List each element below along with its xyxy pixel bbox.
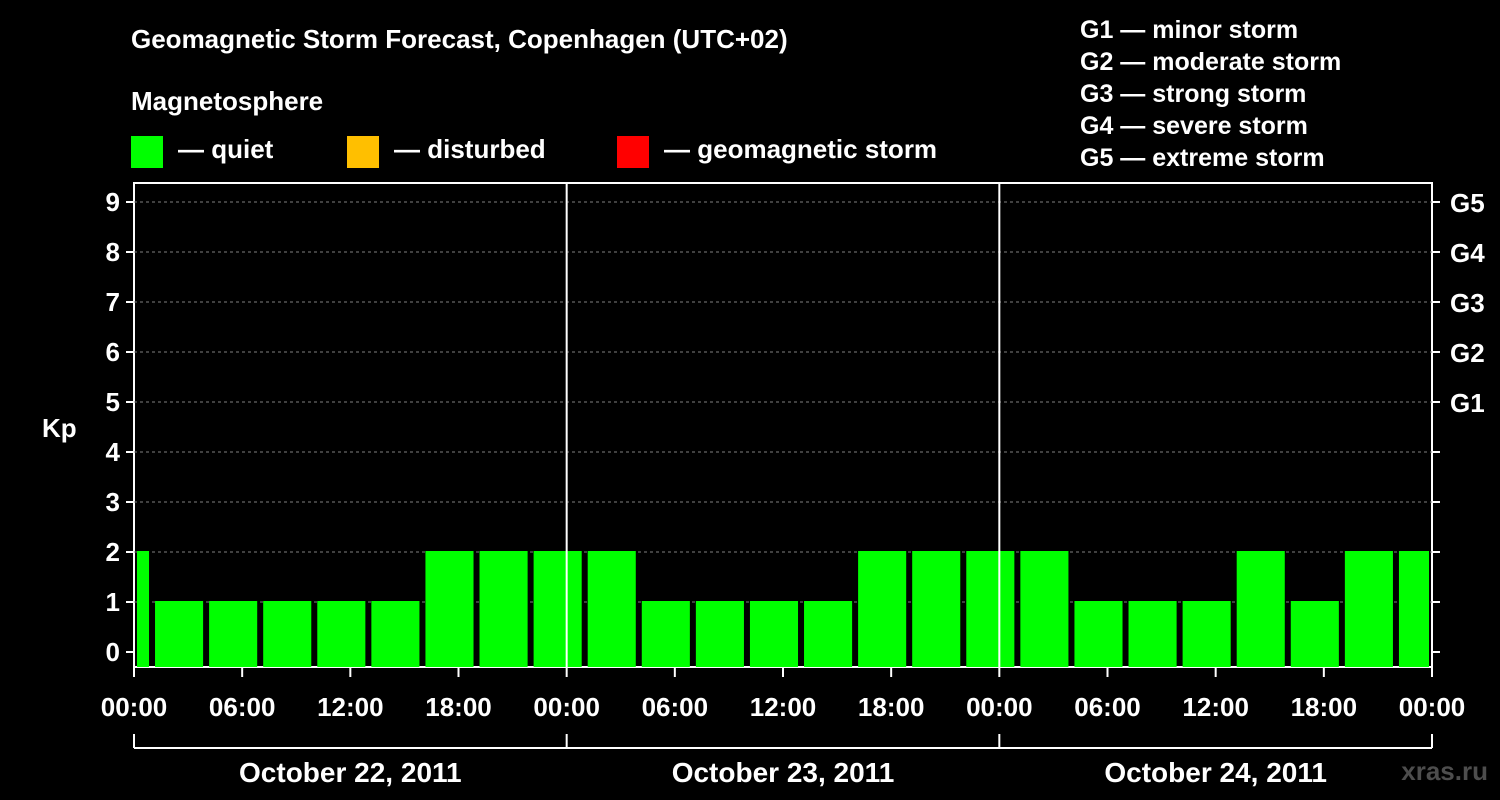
y-tick-label: 8 — [106, 237, 120, 267]
kp-bar — [209, 601, 258, 667]
legend-label-storm: — geomagnetic storm — [664, 134, 938, 164]
right-axis-label: G4 — [1450, 238, 1485, 268]
x-tick-label: 06:00 — [642, 692, 709, 722]
right-axis-label: G5 — [1450, 188, 1485, 218]
kp-bar — [966, 551, 1015, 667]
right-axis-label: G2 — [1450, 338, 1485, 368]
kp-bar — [858, 551, 907, 667]
kp-bar — [479, 551, 528, 667]
y-axis-label: Kp — [42, 413, 77, 443]
x-tick-label: 00:00 — [101, 692, 168, 722]
kp-bar — [804, 601, 853, 667]
kp-bar — [587, 551, 636, 667]
kp-bar — [155, 601, 204, 667]
day-label: October 23, 2011 — [672, 757, 895, 788]
legend-swatch-quiet — [131, 136, 163, 168]
kp-bar — [749, 601, 799, 667]
legend-swatch-storm — [617, 136, 649, 168]
day-label: October 24, 2011 — [1104, 757, 1327, 788]
kp-bar — [1290, 601, 1339, 667]
y-tick-label: 4 — [106, 437, 121, 467]
x-tick-label: 06:00 — [209, 692, 276, 722]
magnetosphere-label: Magnetosphere — [131, 86, 324, 116]
kp-bar — [533, 551, 582, 667]
x-tick-label: 00:00 — [1399, 692, 1466, 722]
x-tick-label: 12:00 — [750, 692, 817, 722]
right-axis-label: G1 — [1450, 388, 1485, 418]
storm-scale-legend: G1 — minor storm G2 — moderate storm G3 … — [1080, 14, 1341, 174]
x-tick-label: 00:00 — [533, 692, 600, 722]
kp-bar — [1128, 601, 1177, 667]
y-tick-label: 2 — [106, 537, 120, 567]
y-tick-label: 5 — [106, 387, 120, 417]
storm-scale-g5: G5 — extreme storm — [1080, 144, 1325, 172]
kp-bar — [371, 601, 420, 667]
kp-bar — [1182, 601, 1231, 667]
kp-bar — [425, 551, 474, 667]
kp-bar — [1074, 601, 1123, 667]
kp-bar — [1020, 551, 1069, 667]
kp-bar — [1344, 551, 1393, 667]
legend-swatch-disturbed — [347, 136, 379, 168]
right-axis-label: G3 — [1450, 288, 1485, 318]
storm-scale-g1: G1 — minor storm — [1080, 16, 1299, 44]
kp-bar — [641, 601, 690, 667]
kp-bar — [1398, 551, 1429, 667]
x-tick-label: 18:00 — [1291, 692, 1358, 722]
kp-bar — [695, 601, 744, 667]
legend-label-quiet: — quiet — [178, 134, 274, 164]
storm-scale-g2: G2 — moderate storm — [1080, 48, 1342, 76]
y-tick-label: 0 — [106, 637, 120, 667]
x-tick-label: 12:00 — [1182, 692, 1249, 722]
x-tick-label: 18:00 — [858, 692, 925, 722]
y-tick-label: 6 — [106, 337, 120, 367]
day-label: October 22, 2011 — [239, 757, 462, 788]
kp-bar — [263, 601, 312, 667]
watermark: xras.ru — [1401, 756, 1488, 786]
y-tick-label: 1 — [106, 587, 120, 617]
storm-scale-g4: G4 — severe storm — [1080, 112, 1308, 140]
kp-bar — [137, 551, 150, 667]
chart-title: Geomagnetic Storm Forecast, Copenhagen (… — [131, 24, 788, 54]
x-tick-label: 00:00 — [966, 692, 1033, 722]
x-tick-label: 18:00 — [425, 692, 492, 722]
kp-bar — [317, 601, 366, 667]
y-tick-label: 7 — [106, 287, 120, 317]
storm-scale-g3: G3 — strong storm — [1080, 80, 1307, 108]
x-tick-label: 06:00 — [1074, 692, 1141, 722]
kp-bar — [912, 551, 961, 667]
legend-label-disturbed: — disturbed — [394, 134, 546, 164]
x-tick-label: 12:00 — [317, 692, 384, 722]
kp-bar — [1236, 551, 1285, 667]
y-tick-label: 3 — [106, 487, 120, 517]
y-tick-label: 9 — [106, 187, 120, 217]
